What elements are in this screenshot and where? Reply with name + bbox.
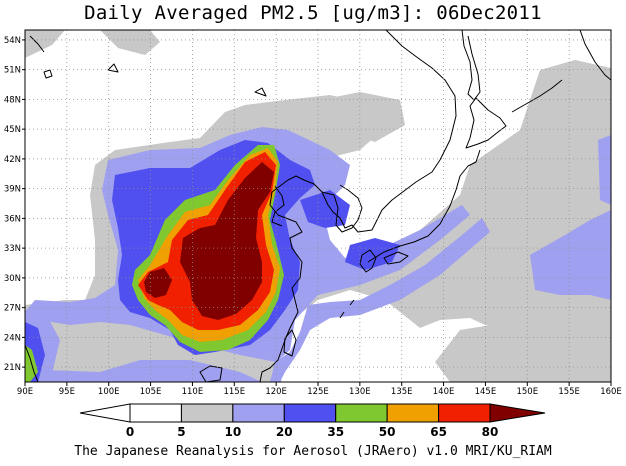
- map-title: Daily Averaged PM2.5 [ug/m3]: 06Dec2011: [84, 2, 542, 24]
- lon-tick-label: 130E: [349, 387, 371, 397]
- japan-shikoku: [383, 251, 409, 265]
- colorbar: 0 5 10 20 35 50 65 80: [79, 403, 546, 439]
- map-grid: [25, 30, 611, 382]
- colorbar-label: 35: [327, 425, 344, 439]
- lon-tick-label: 155E: [558, 387, 580, 397]
- colorbar-bin: [180, 403, 234, 423]
- lat-tick-label: 51N: [4, 66, 21, 76]
- lon-tick-label: 110E: [182, 387, 204, 397]
- lon-tick-label: 160E: [600, 387, 622, 397]
- lat-tick-label: 21N: [4, 363, 21, 373]
- lat-tick-label: 45N: [4, 125, 21, 135]
- lon-tick-label: 90E: [17, 387, 33, 397]
- map-plot-area: [25, 30, 611, 382]
- lat-tick-label: 30N: [4, 274, 21, 284]
- indochina-coast: [25, 344, 39, 382]
- lon-tick-label: 100E: [98, 387, 120, 397]
- small-island: [254, 87, 267, 97]
- asia-coastline: [259, 30, 457, 382]
- colorbar-label: 80: [482, 425, 499, 439]
- contour-over-80: [144, 162, 274, 320]
- colorbar-bin: [386, 403, 440, 423]
- lat-tick-label: 54N: [4, 36, 21, 46]
- colorbar-bin: [129, 403, 182, 423]
- korea-peninsula: [321, 184, 363, 233]
- colorbar-low-arrow: [79, 403, 131, 423]
- lon-tick-label: 135E: [391, 387, 413, 397]
- lon-tick-label: 125E: [307, 387, 329, 397]
- lon-tick-label: 105E: [140, 387, 162, 397]
- japan-honshu: [367, 149, 481, 263]
- okinawa-chain: [339, 299, 355, 319]
- lat-tick-label: 27N: [4, 304, 21, 314]
- colorbar-high-arrow: [489, 403, 546, 423]
- lake-baikal: [29, 35, 45, 53]
- japan-kyushu: [359, 249, 377, 273]
- hainan-island: [199, 365, 223, 382]
- lon-tick-label: 120E: [265, 387, 287, 397]
- kamchatka-coast: [579, 30, 611, 81]
- colorbar-label: 65: [430, 425, 447, 439]
- lon-tick-label: 115E: [223, 387, 245, 397]
- taiwan-island: [283, 329, 297, 357]
- kuril-islands: [511, 79, 563, 113]
- small-lake: [43, 69, 53, 79]
- lat-tick-label: 36N: [4, 214, 21, 224]
- bohai-gulf: [271, 185, 285, 227]
- lat-tick-label: 24N: [4, 333, 21, 343]
- lat-tick-label: 42N: [4, 155, 21, 165]
- lat-tick-label: 33N: [4, 244, 21, 254]
- colorbar-label: 50: [379, 425, 396, 439]
- lat-tick-label: 48N: [4, 95, 21, 105]
- colorbar-bin: [232, 403, 285, 423]
- colorbar-label: 20: [276, 425, 293, 439]
- colorbar-bin: [335, 403, 388, 423]
- lon-tick-label: 140E: [433, 387, 455, 397]
- lon-tick-label: 150E: [516, 387, 538, 397]
- colorbar-label: 5: [177, 425, 185, 439]
- colorbar-label: 0: [126, 425, 134, 439]
- map-axes: 90E 95E 100E 105E 110E 115E 120E 125E 130E 135E 14…: [4, 36, 622, 397]
- japan-hokkaido: [465, 97, 507, 149]
- colorbar-bin: [438, 403, 491, 423]
- lon-tick-label: 95E: [59, 387, 75, 397]
- lat-tick-label: 39N: [4, 185, 21, 195]
- credit-line: The Japanese Reanalysis for Aerosol (JRA…: [74, 444, 552, 459]
- colorbar-bin: [283, 403, 337, 423]
- sakhalin-island: [461, 30, 481, 101]
- colorbar-label: 10: [225, 425, 242, 439]
- coastlines: [25, 30, 611, 382]
- inland-lake: [107, 63, 119, 73]
- lon-tick-label: 145E: [475, 387, 497, 397]
